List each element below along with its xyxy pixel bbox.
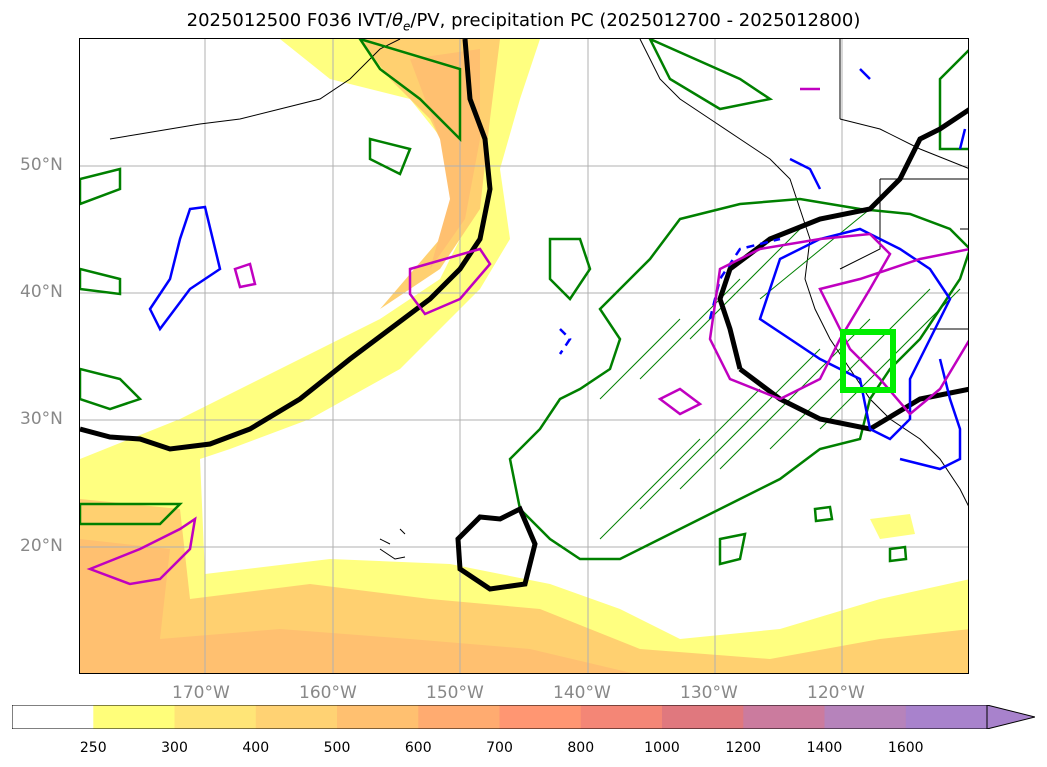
colorbar-tick-label: 600: [404, 740, 432, 756]
colorbar-tick-label: 1000: [644, 740, 680, 756]
colorbar-segment: [418, 705, 501, 729]
colorbar-tick-label: 1600: [887, 740, 924, 756]
lon-label-160w: 160°W: [299, 683, 357, 703]
ivt-colorbar: [12, 705, 1035, 729]
colorbar-tick-label: 700: [486, 740, 513, 756]
colorbar-tick-label: 800: [567, 740, 595, 756]
lat-label-20: 20°N: [20, 536, 63, 556]
colorbar-tick-label: 1400: [806, 740, 843, 756]
colorbar-tick-label: 300: [161, 740, 188, 756]
colorbar-segment: [662, 705, 744, 729]
lon-label-140w: 140°W: [553, 683, 611, 703]
colorbar-segment: [93, 705, 176, 729]
ivt-band-south-inner: [80, 539, 632, 673]
lat-label-40: 40°N: [20, 282, 63, 302]
colorbar-segment: [905, 705, 988, 729]
map-panel: [79, 38, 969, 674]
colorbar-segment: [174, 705, 257, 729]
colorbar-segment: [12, 705, 94, 729]
ivt-band-east-strip: [870, 514, 915, 539]
colorbar-tick-label: 1200: [725, 740, 762, 756]
lon-label-170w: 170°W: [172, 683, 230, 703]
colorbar-segment: [499, 705, 582, 729]
lat-label-50: 50°N: [20, 155, 63, 175]
ivt-band-south-core: [80, 499, 968, 673]
colorbar-segment: [580, 705, 663, 729]
lon-label-120w: 120°W: [807, 683, 865, 703]
ivt-plume-core-inner: [410, 49, 480, 269]
pv-contours: [80, 39, 968, 592]
precip-contours: [80, 39, 968, 566]
lon-label-130w: 130°W: [680, 683, 738, 703]
colorbar-segment: [824, 705, 907, 729]
colorbar-tick-label: 500: [323, 740, 351, 756]
colorbar-tick-label: 400: [242, 740, 270, 756]
theta-e-magenta: [86, 87, 968, 586]
colorbar-extend-arrow: [986, 705, 1035, 729]
lat-label-30: 30°N: [20, 409, 63, 429]
lon-label-150w: 150°W: [426, 683, 484, 703]
colorbar-segment: [743, 705, 826, 729]
map-title: 2025012500 F036 IVT/θe/PV, precipitation…: [186, 10, 861, 34]
colorbar-segment: [337, 705, 419, 729]
colorbar-segment: [255, 705, 338, 729]
coastlines: [109, 39, 968, 560]
map-canvas: [80, 39, 968, 673]
highlight-box: [840, 329, 896, 393]
colorbar-tick-label: 250: [79, 740, 107, 756]
